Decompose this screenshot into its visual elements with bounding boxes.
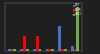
Bar xyxy=(51,49,54,51)
Bar xyxy=(13,49,16,51)
Bar xyxy=(36,36,39,51)
Bar xyxy=(11,49,13,51)
Bar xyxy=(76,7,79,51)
Bar xyxy=(71,46,74,51)
Bar xyxy=(23,36,26,51)
Bar xyxy=(48,49,51,51)
Bar xyxy=(39,49,41,51)
Legend: MET, EGFR, HER2: MET, EGFR, HER2 xyxy=(73,3,82,16)
Bar xyxy=(74,49,76,51)
Bar xyxy=(46,49,48,51)
Bar xyxy=(33,49,36,51)
Bar xyxy=(26,49,29,51)
Bar xyxy=(20,49,23,51)
Bar xyxy=(8,49,11,51)
Bar xyxy=(58,26,61,51)
Bar xyxy=(61,49,64,51)
Bar xyxy=(64,49,67,51)
